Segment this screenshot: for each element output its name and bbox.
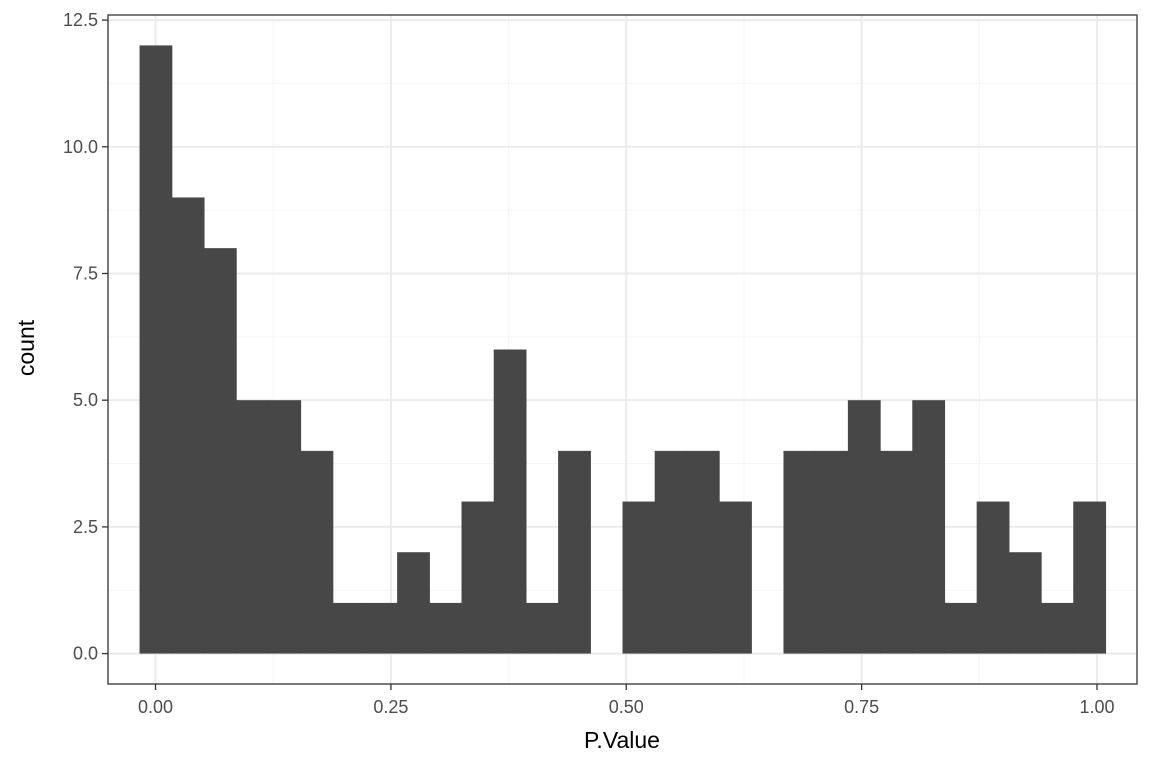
histogram-bar xyxy=(429,602,463,654)
y-tick-label: 2.5 xyxy=(73,517,98,537)
histogram-bar xyxy=(525,602,559,654)
x-tick-label: 0.00 xyxy=(138,697,173,717)
histogram-bar xyxy=(847,400,881,654)
x-axis-title: P.Value xyxy=(584,727,660,753)
x-tick-label: 1.00 xyxy=(1079,697,1114,717)
histogram-bar xyxy=(912,400,946,654)
histogram-bar xyxy=(203,248,237,654)
y-tick-label: 10.0 xyxy=(63,137,98,157)
histogram-bar xyxy=(1041,602,1074,654)
histogram-bar xyxy=(976,501,1010,654)
histogram-bars xyxy=(139,45,1107,654)
histogram-bar xyxy=(236,400,269,654)
histogram-bar xyxy=(1008,552,1042,654)
panel-border xyxy=(107,14,1138,685)
histogram-bar xyxy=(558,450,591,654)
y-tick-label: 7.5 xyxy=(73,263,98,283)
histogram-bar xyxy=(719,501,752,654)
x-tick-label: 0.75 xyxy=(844,697,879,717)
histogram-bar xyxy=(139,45,173,654)
histogram-bar xyxy=(171,197,205,654)
histogram-bar xyxy=(364,602,398,654)
histogram-bar xyxy=(493,349,527,654)
histogram-bar xyxy=(622,501,656,654)
histogram-bar xyxy=(397,552,430,654)
y-tick-label: 0.0 xyxy=(73,644,98,664)
x-axis: 0.00 0.25 0.50 0.75 1.00 xyxy=(138,684,1115,717)
x-tick-label: 0.50 xyxy=(609,697,644,717)
histogram-bar xyxy=(461,501,495,654)
histogram-bar xyxy=(332,602,366,654)
histogram-bar xyxy=(944,602,978,654)
histogram-bar xyxy=(815,450,849,654)
y-axis: 0.0 2.5 5.0 7.5 10.0 12.5 xyxy=(63,10,108,664)
histogram-bar xyxy=(268,400,302,654)
histogram-bar xyxy=(300,450,334,654)
y-axis-title: count xyxy=(13,319,39,376)
histogram-bar xyxy=(1073,501,1107,654)
histogram-bar xyxy=(686,450,720,654)
histogram-bar xyxy=(880,450,913,654)
histogram-bar xyxy=(654,450,688,654)
y-tick-label: 5.0 xyxy=(73,390,98,410)
x-tick-label: 0.25 xyxy=(373,697,408,717)
y-tick-label: 12.5 xyxy=(63,10,98,30)
histogram-bar xyxy=(783,450,817,654)
